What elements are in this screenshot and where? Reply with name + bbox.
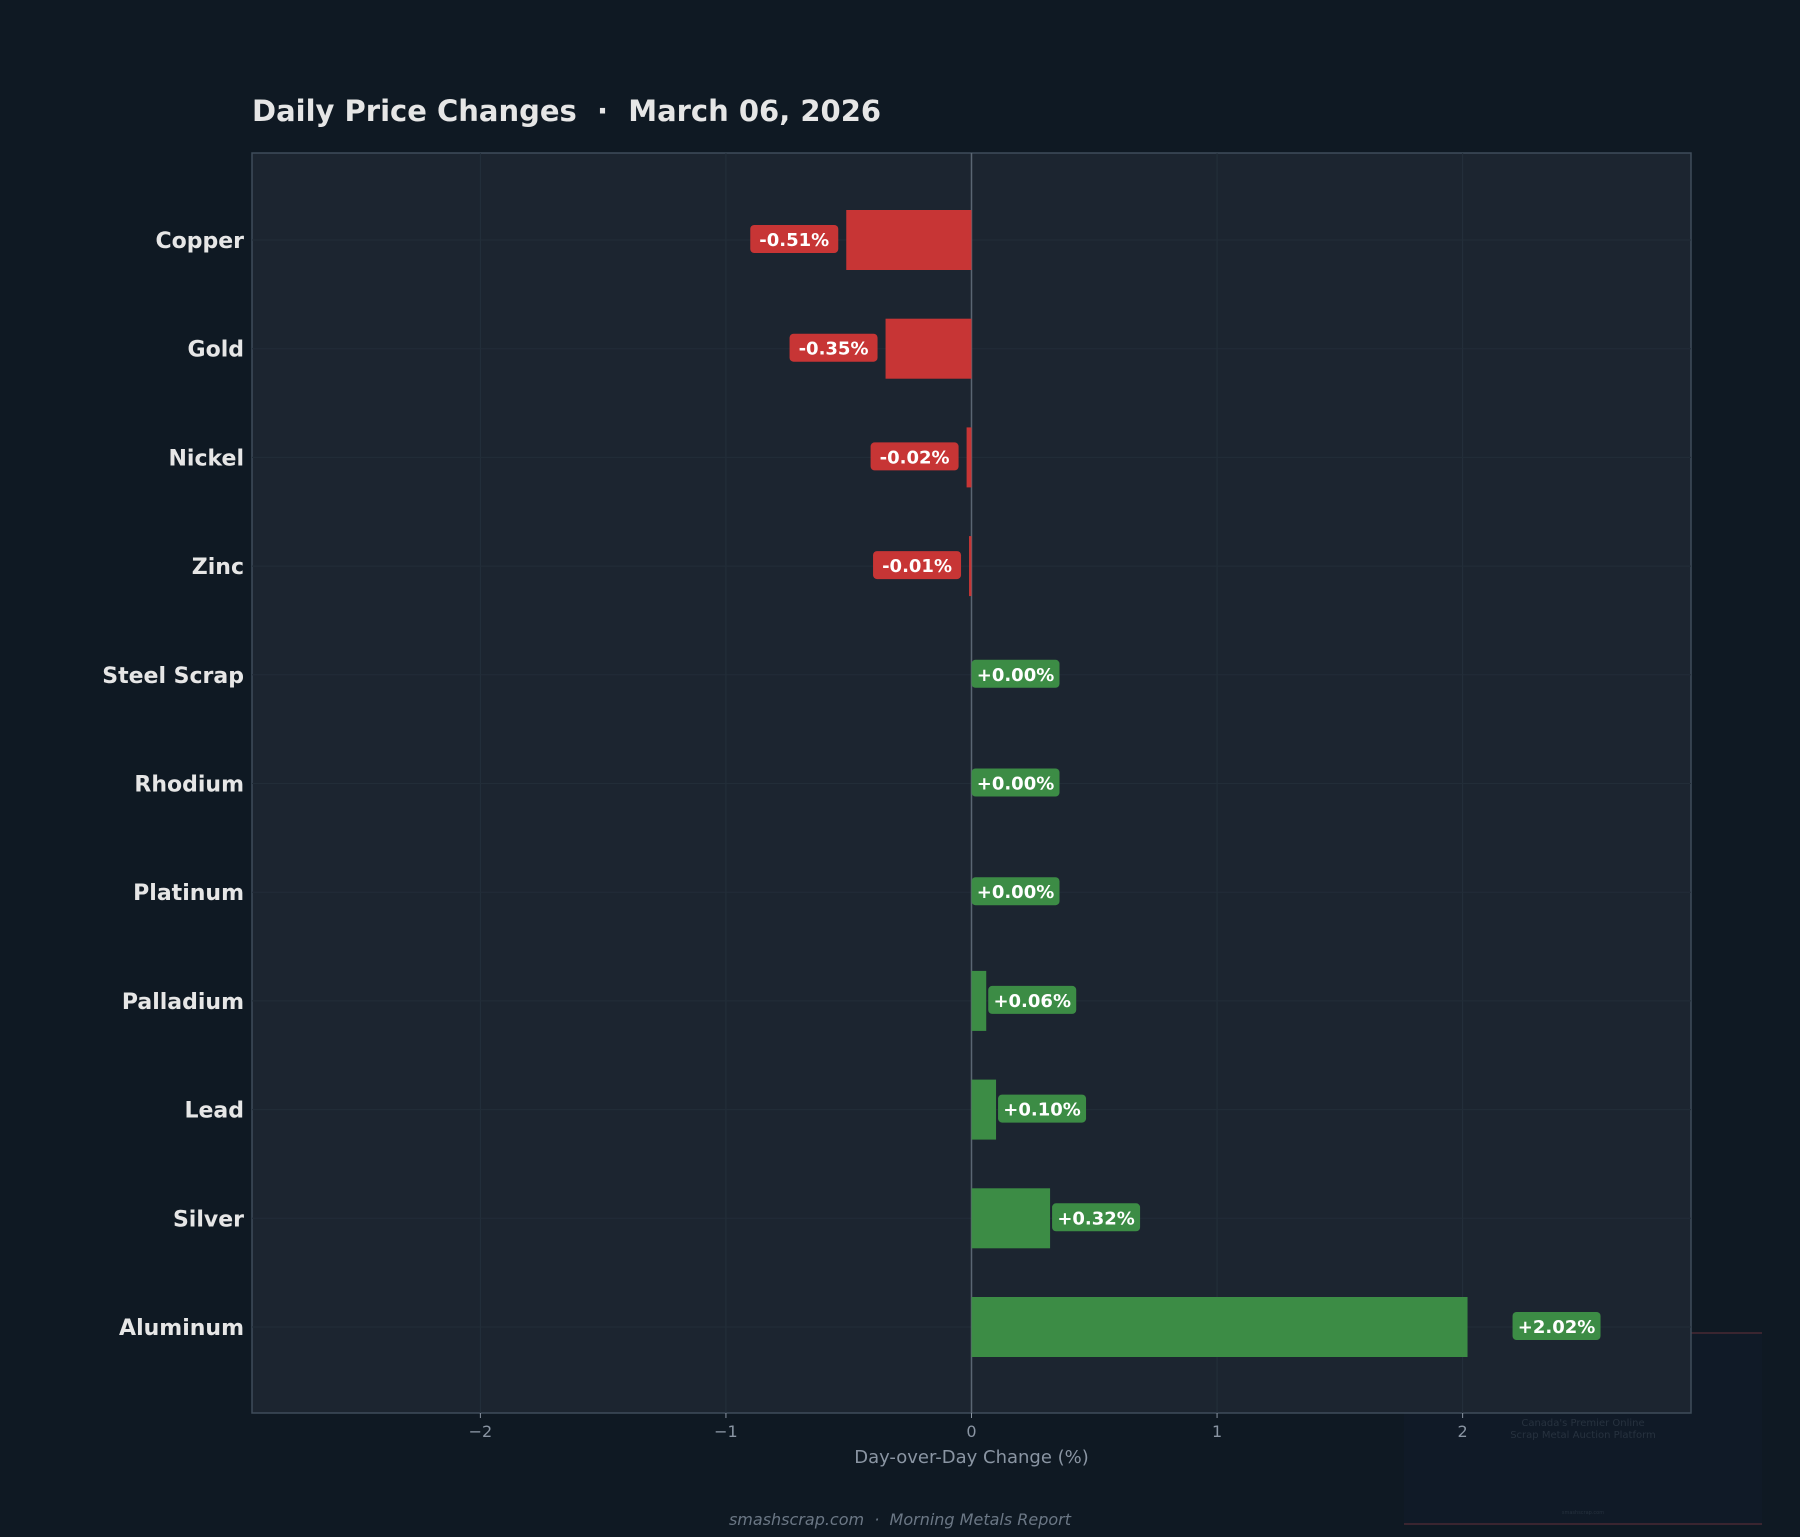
category-label: Silver [173,1207,244,1232]
chart-title: Daily Price Changes · March 06, 2026 [252,94,882,128]
watermark-line-1: Canada's Premier Online [1521,1418,1645,1429]
x-tick-label: 2 [1458,1422,1468,1441]
data-label-box [789,333,878,362]
bar-palladium [971,970,987,1031]
category-label: Copper [155,229,244,254]
watermark-site: smashscrap.com [1561,1510,1605,1516]
bar-aluminum [971,1297,1468,1357]
bar-copper [846,210,972,270]
bar-nickel [966,427,972,488]
x-axis-label: Day-over-Day Change (%) [854,1447,1089,1468]
data-label: +0.00% [977,882,1055,903]
data-label: -0.01% [882,556,952,577]
x-tick-label: 0 [966,1422,976,1441]
data-label: -0.02% [880,447,950,468]
watermark-line-2: Scrap Metal Auction Platform [1510,1430,1656,1441]
data-label-box [873,551,962,580]
data-label-box [971,659,1060,688]
bar-lead [971,1079,997,1140]
category-label: Steel Scrap [102,664,244,689]
x-tick-label: −1 [714,1422,738,1441]
bar-gold [885,318,972,379]
data-label-box [971,768,1060,797]
bar-zinc [969,536,972,597]
category-label: Palladium [122,990,244,1015]
data-label: +0.32% [1057,1208,1135,1229]
data-label: -0.51% [759,230,829,251]
data-label-box [1052,1203,1141,1232]
category-label: Lead [184,1099,244,1124]
watermark-tagline: Canada's Premier Online Scrap Metal Aucti… [1404,1418,1762,1442]
data-label: +0.00% [977,774,1055,795]
data-label: -0.35% [799,339,869,360]
data-label-box [1512,1312,1601,1340]
data-label-box [998,1094,1087,1123]
data-label-box [988,985,1077,1014]
data-label-box [870,442,959,471]
footer: smashscrap.com · Morning Metals Report [728,1510,1072,1529]
bar-silver [971,1188,1051,1249]
data-label-box [750,225,839,253]
category-label: Nickel [169,446,245,471]
x-tick-label: −2 [469,1422,493,1441]
category-label: Platinum [133,881,244,906]
data-label: +0.06% [993,991,1071,1012]
data-label: +0.10% [1003,1100,1081,1121]
x-tick-label: 1 [1212,1422,1222,1441]
category-label: Zinc [192,555,244,580]
data-label-box [971,877,1060,906]
category-label: Rhodium [134,773,244,798]
category-label: Aluminum [119,1316,244,1341]
data-label: +2.02% [1518,1317,1596,1338]
data-label: +0.00% [977,665,1055,686]
category-label: Gold [188,338,244,363]
